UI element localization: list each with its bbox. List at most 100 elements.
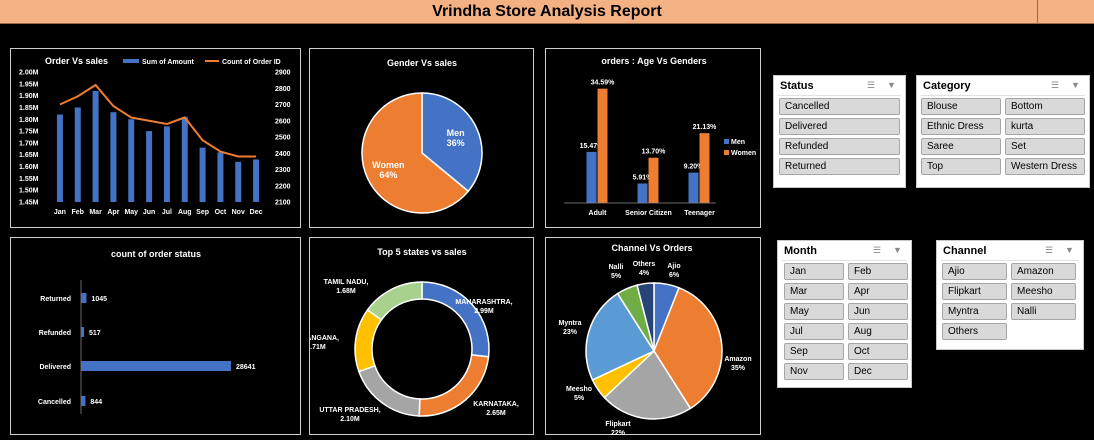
slicer-item-oct[interactable]: Oct <box>848 343 908 360</box>
x-tick-label: Nov <box>232 209 245 216</box>
slice-label: 2.10M <box>340 416 360 423</box>
slicer-item-delivered[interactable]: Delivered <box>779 118 900 135</box>
channel-slicer[interactable]: Channel ☰ ▼ Ajio Amazon Flipkart Meesho Myntr… <box>936 240 1084 350</box>
slicer-item-ethnic-dress[interactable]: Ethnic Dress <box>921 118 1001 135</box>
channel-vs-orders-chart[interactable]: Channel Vs Orders Ajio 6% Amazon 35% Flipkart… <box>545 237 761 436</box>
slicer-item-meesho[interactable]: Meesho <box>1011 283 1076 300</box>
gender-vs-sales-chart[interactable]: Gender Vs sales Men 36% Women 64% <box>309 48 534 228</box>
bar-amount <box>56 114 63 202</box>
clear-filter-icon[interactable]: ▼ <box>1071 80 1080 90</box>
slicer-item-jul[interactable]: Jul <box>784 323 844 340</box>
slicer-item-cancelled[interactable]: Cancelled <box>779 98 900 115</box>
x-tick-label: Oct <box>215 209 227 216</box>
slice-name: KARNATAKA, <box>473 401 519 408</box>
bar-amount <box>235 161 242 202</box>
y-tick-label: 1.45M <box>19 200 39 207</box>
slicer-item-nalli[interactable]: Nalli <box>1011 303 1076 320</box>
donut-slice <box>354 308 383 373</box>
slicer-item-jan[interactable]: Jan <box>784 263 844 280</box>
slicer-item-western-dress[interactable]: Western Dress <box>1005 158 1085 175</box>
clear-filter-icon[interactable]: ▼ <box>1065 245 1074 255</box>
x-tick-label: May <box>124 209 138 216</box>
slicer-item-aug[interactable]: Aug <box>848 323 908 340</box>
slicer-item-may[interactable]: May <box>784 303 844 320</box>
x-tick-label: Mar <box>89 209 102 216</box>
bar-amount <box>163 126 170 202</box>
status-slicer[interactable]: Status ☰ ▼ Cancelled Delivered Refunded Retu… <box>773 75 906 188</box>
data-label: 844 <box>90 399 102 406</box>
bar-amount <box>253 159 260 202</box>
slicer-item-apr[interactable]: Apr <box>848 283 908 300</box>
y2-tick-label: 2700 <box>275 102 291 109</box>
legend-swatch <box>724 139 729 144</box>
slice-name: Meesho <box>566 386 592 393</box>
slicer-item-set[interactable]: Set <box>1005 138 1085 155</box>
order-vs-sales-chart[interactable]: Order Vs sales Sum of Amount Count of Orde… <box>10 48 301 228</box>
bar-men <box>586 151 597 203</box>
slicer-item-saree[interactable]: Saree <box>921 138 1001 155</box>
pie-slice <box>636 282 655 352</box>
y2-tick-label: 2300 <box>275 167 291 174</box>
bar-amount <box>110 112 117 202</box>
category-label: Refunded <box>39 330 71 337</box>
status-slicer-title: Status <box>780 80 814 92</box>
bar-status <box>81 293 87 303</box>
data-label: 21.13% <box>693 124 718 131</box>
slicer-item-mar[interactable]: Mar <box>784 283 844 300</box>
slice-name: MAHARASHTRA, <box>455 299 512 306</box>
slicer-item-blouse[interactable]: Blouse <box>921 98 1001 115</box>
pie-slice <box>603 349 692 420</box>
slicer-item-dec[interactable]: Dec <box>848 363 908 380</box>
chart-title: Top 5 states vs sales <box>377 247 466 257</box>
category-slicer[interactable]: Category ☰ ▼ Blouse Bottom Ethnic Dress kurt… <box>916 75 1090 188</box>
category-label: Delivered <box>39 364 71 371</box>
data-label: 34.59% <box>591 80 616 87</box>
slicer-item-bottom[interactable]: Bottom <box>1005 98 1085 115</box>
pie-slice <box>585 292 656 381</box>
slicer-item-flipkart[interactable]: Flipkart <box>942 283 1007 300</box>
clear-filter-icon[interactable]: ▼ <box>893 245 902 255</box>
y2-tick-label: 2500 <box>275 135 291 142</box>
slicer-item-kurta[interactable]: kurta <box>1005 118 1085 135</box>
slicer-item-myntra[interactable]: Myntra <box>942 303 1007 320</box>
data-label: 13.70% <box>642 149 667 156</box>
slicer-item-others[interactable]: Others <box>942 323 1007 340</box>
x-tick-label: Feb <box>72 209 84 216</box>
y-tick-label: 1.60M <box>19 164 39 171</box>
y-tick-label: 1.80M <box>19 117 39 124</box>
x-tick-label: Teenager <box>684 210 715 217</box>
slicer-item-ajio[interactable]: Ajio <box>942 263 1007 280</box>
slicer-item-sep[interactable]: Sep <box>784 343 844 360</box>
slice-name: Others <box>633 261 656 268</box>
bar-men <box>637 183 648 203</box>
multi-select-icon[interactable]: ☰ <box>1045 245 1054 255</box>
multi-select-icon[interactable]: ☰ <box>1051 80 1060 90</box>
month-slicer[interactable]: Month ☰ ▼ Jan Feb Mar Apr May Jun Jul Aug Sep Oct N… <box>777 240 912 388</box>
bar-amount <box>181 116 188 202</box>
order-vs-sales-svg: Order Vs sales Sum of Amount Count of Orde… <box>19 56 291 216</box>
slicer-item-top[interactable]: Top <box>921 158 1001 175</box>
slice-label: 4% <box>639 270 650 277</box>
multi-select-icon[interactable]: ☰ <box>867 80 876 90</box>
clear-filter-icon[interactable]: ▼ <box>887 80 896 90</box>
order-status-chart[interactable]: count of order status Returned 1045 Refunde… <box>10 237 301 435</box>
bar-status <box>81 396 86 406</box>
slicer-item-jun[interactable]: Jun <box>848 303 908 320</box>
slicer-item-feb[interactable]: Feb <box>848 263 908 280</box>
top-states-chart[interactable]: Top 5 states vs sales MAHARASHTRA, 2.99M KA… <box>309 237 534 435</box>
multi-select-icon[interactable]: ☰ <box>873 245 882 255</box>
slicer-item-nov[interactable]: Nov <box>784 363 844 380</box>
x-tick-label: Adult <box>589 210 608 217</box>
bar-amount <box>74 107 81 202</box>
slicer-item-amazon[interactable]: Amazon <box>1011 263 1076 280</box>
chart-title: orders : Age Vs Genders <box>601 56 706 66</box>
chart-title: count of order status <box>111 249 201 259</box>
age-vs-genders-chart[interactable]: orders : Age Vs Genders 15.47% 34.59% Adult… <box>545 48 761 228</box>
data-label: 15.47% <box>580 143 605 150</box>
slicer-item-refunded[interactable]: Refunded <box>779 138 900 155</box>
slice-name: Nalli <box>609 264 624 271</box>
channel-slicer-title: Channel <box>943 245 987 257</box>
slicer-item-returned[interactable]: Returned <box>779 158 900 175</box>
slice-label: 6% <box>669 272 680 279</box>
